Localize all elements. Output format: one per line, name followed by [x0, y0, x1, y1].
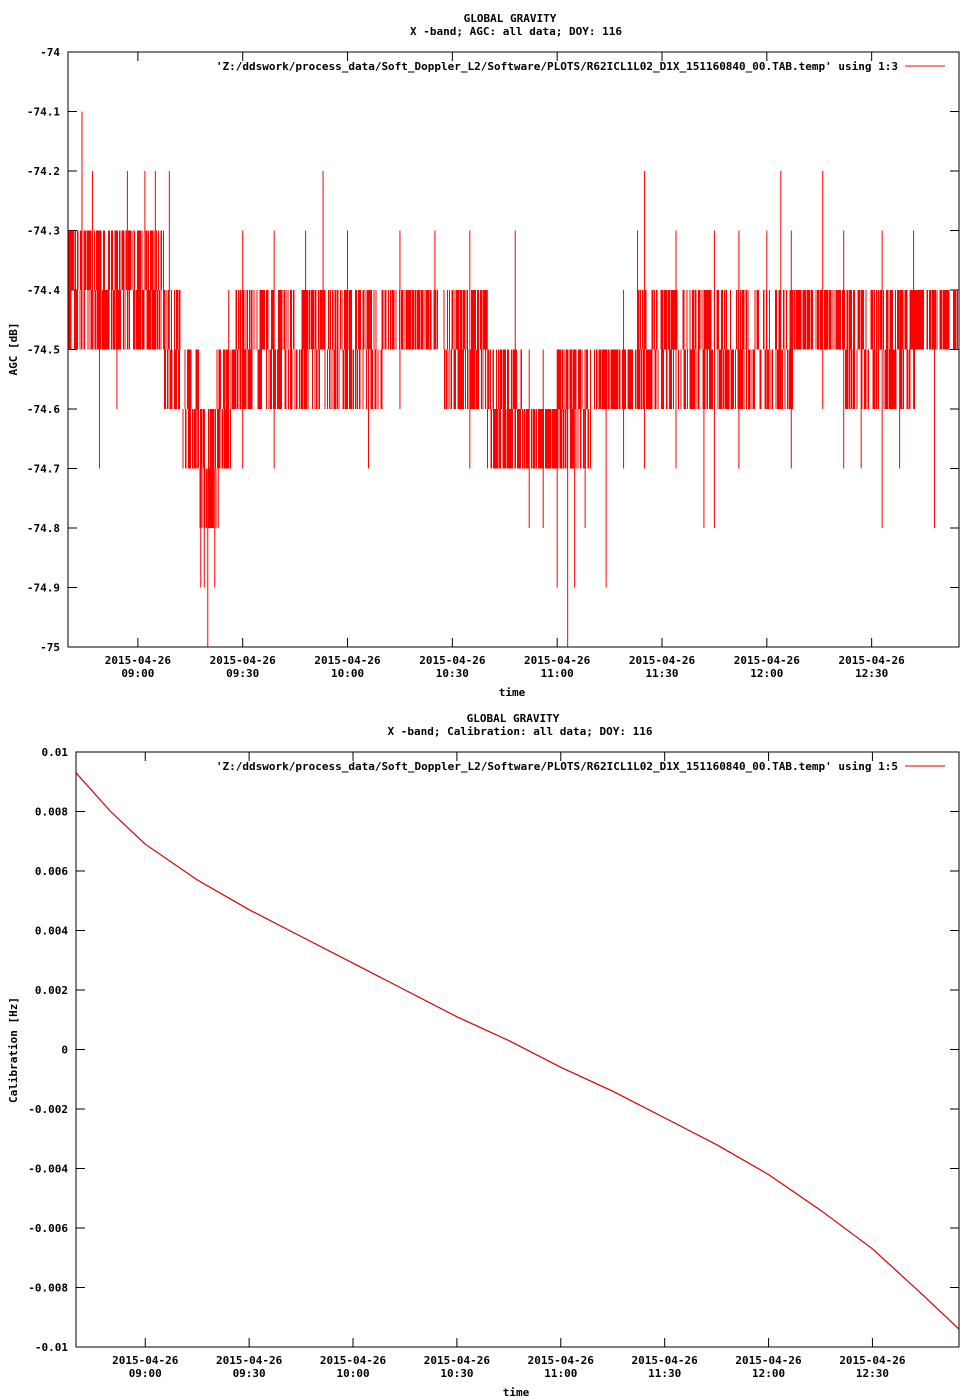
agc-y-tick-label: -74: [40, 46, 60, 59]
agc-x-tick-date: 2015-04-26: [629, 654, 696, 667]
agc-x-tick-time: 11:30: [645, 667, 678, 680]
calibration-y-tick-label: -0.01: [35, 1341, 68, 1354]
calibration-x-tick-time: 09:00: [129, 1367, 162, 1380]
calibration-y-tick-label: -0.004: [28, 1163, 68, 1176]
calibration-x-tick-time: 10:00: [336, 1367, 369, 1380]
agc-y-tick-label: -74.7: [27, 463, 60, 476]
calibration-y-tick-label: 0.01: [42, 746, 69, 759]
agc-x-ticks: 2015-04-2609:002015-04-2609:302015-04-26…: [105, 52, 905, 680]
agc-y-axis-label: AGC [dB]: [7, 323, 20, 376]
calibration-x-tick-date: 2015-04-26: [112, 1354, 179, 1367]
agc-x-tick-date: 2015-04-26: [734, 654, 801, 667]
calibration-x-tick-date: 2015-04-26: [839, 1354, 906, 1367]
calibration-title: GLOBAL GRAVITY: [467, 712, 560, 725]
agc-x-tick-date: 2015-04-26: [105, 654, 172, 667]
calibration-line: [75, 772, 960, 1330]
agc-x-tick-time: 09:00: [121, 667, 154, 680]
agc-x-tick-date: 2015-04-26: [839, 654, 906, 667]
calibration-y-tick-label: -0.002: [28, 1103, 68, 1116]
agc-y-tick-label: -74.3: [27, 225, 60, 238]
agc-y-tick-label: -74.6: [27, 403, 60, 416]
agc-legend-label: 'Z:/ddswork/process_data/Soft_Doppler_L2…: [216, 60, 898, 73]
agc-y-tick-label: -74.8: [27, 522, 60, 535]
calibration-y-tick-label: 0.004: [35, 925, 68, 938]
calibration-y-tick-label: 0.008: [35, 806, 68, 819]
calibration-legend: 'Z:/ddswork/process_data/Soft_Doppler_L2…: [216, 760, 945, 773]
agc-y-tick-label: -75: [40, 641, 60, 654]
agc-x-tick-date: 2015-04-26: [314, 654, 381, 667]
calibration-y-tick-label: 0.006: [35, 865, 68, 878]
calibration-x-tick-time: 12:30: [856, 1367, 889, 1380]
calibration-y-tick-label: 0: [61, 1044, 68, 1057]
agc-plot-frame: [67, 51, 960, 648]
agc-panel: GLOBAL GRAVITY X -band; AGC: all data; D…: [7, 12, 960, 699]
calibration-x-tick-time: 11:00: [544, 1367, 577, 1380]
agc-x-tick-time: 10:00: [331, 667, 364, 680]
calibration-x-tick-time: 11:30: [648, 1367, 681, 1380]
agc-x-tick-time: 11:00: [541, 667, 574, 680]
agc-x-tick-date: 2015-04-26: [419, 654, 486, 667]
calibration-legend-label: 'Z:/ddswork/process_data/Soft_Doppler_L2…: [216, 760, 898, 773]
calibration-x-tick-date: 2015-04-26: [216, 1354, 283, 1367]
agc-y-tick-label: -74.4: [27, 284, 60, 297]
calibration-x-tick-date: 2015-04-26: [528, 1354, 595, 1367]
calibration-x-ticks: 2015-04-2609:002015-04-2609:302015-04-26…: [112, 752, 906, 1380]
calibration-y-ticks: 0.01 0.008 0.006 0.004 0.002 0 -0.002 -0.004 -0.…: [28, 746, 959, 1354]
calibration-y-tick-label: 0.002: [35, 984, 68, 997]
calibration-x-axis-label: time: [503, 1386, 530, 1399]
calibration-y-axis-label: Calibration [Hz]: [7, 997, 20, 1103]
calibration-x-tick-date: 2015-04-26: [632, 1354, 699, 1367]
calibration-x-tick-time: 10:30: [440, 1367, 473, 1380]
agc-y-tick-label: -74.1: [27, 106, 60, 119]
agc-x-axis-label: time: [499, 686, 526, 699]
agc-x-tick-time: 12:30: [855, 667, 888, 680]
calibration-x-tick-date: 2015-04-26: [320, 1354, 387, 1367]
agc-y-tick-label: -74.5: [27, 344, 60, 357]
calibration-plot-frame: [75, 751, 960, 1348]
calibration-y-tick-label: -0.006: [28, 1222, 68, 1235]
calibration-plot-area: [75, 772, 960, 1330]
agc-x-tick-time: 12:00: [750, 667, 783, 680]
calibration-x-tick-time: 09:30: [233, 1367, 266, 1380]
calibration-panel: GLOBAL GRAVITY X -band; Calibration: all…: [7, 712, 960, 1399]
agc-x-tick-time: 09:30: [226, 667, 259, 680]
agc-plot-area: [68, 111, 958, 647]
agc-y-ticks: -74 -74.1 -74.2 -74.3 -74.4 -74.5 -74.6 -74.7 -7…: [27, 46, 959, 654]
agc-x-tick-date: 2015-04-26: [210, 654, 277, 667]
calibration-x-tick-date: 2015-04-26: [424, 1354, 491, 1367]
agc-x-tick-time: 10:30: [436, 667, 469, 680]
calibration-x-tick-time: 12:00: [752, 1367, 785, 1380]
calibration-x-tick-date: 2015-04-26: [735, 1354, 802, 1367]
agc-y-tick-label: -74.2: [27, 165, 60, 178]
calibration-y-tick-label: -0.008: [28, 1282, 68, 1295]
agc-title: GLOBAL GRAVITY: [464, 12, 557, 25]
calibration-subtitle: X -band; Calibration: all data; DOY: 116: [388, 725, 653, 738]
agc-x-tick-date: 2015-04-26: [524, 654, 591, 667]
agc-y-tick-label: -74.9: [27, 582, 60, 595]
agc-legend: 'Z:/ddswork/process_data/Soft_Doppler_L2…: [216, 60, 945, 73]
agc-subtitle: X -band; AGC: all data; DOY: 116: [410, 25, 622, 38]
agc-signal: [68, 230, 958, 528]
